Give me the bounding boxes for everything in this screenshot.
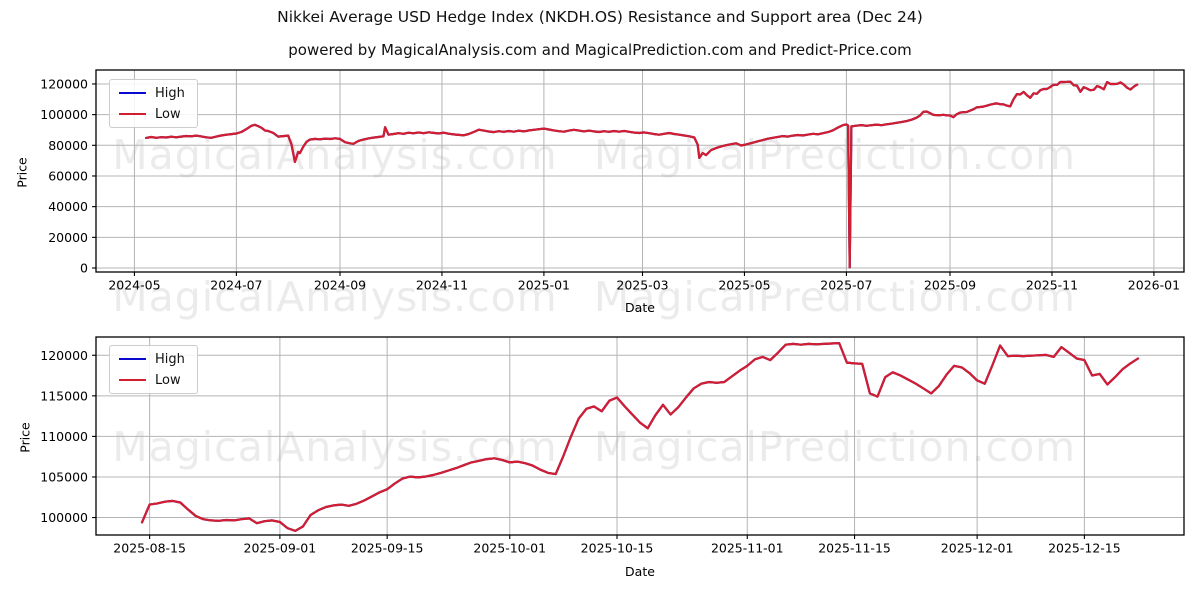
svg-text:20000: 20000: [48, 230, 88, 245]
low-line: [140, 342, 1140, 533]
low-line: [145, 80, 1139, 269]
svg-text:2025-11: 2025-11: [1026, 278, 1078, 293]
svg-text:40000: 40000: [48, 199, 88, 214]
legend-top-chart: High Low: [109, 79, 198, 128]
legend-item-low: Low: [119, 106, 185, 122]
svg-text:110000: 110000: [40, 429, 88, 444]
svg-text:2025-09-01: 2025-09-01: [244, 541, 317, 556]
x-axis-label-bottom-chart: Date: [625, 564, 655, 579]
svg-text:105000: 105000: [40, 469, 88, 484]
svg-text:100000: 100000: [40, 107, 88, 122]
svg-text:2025-09: 2025-09: [924, 278, 976, 293]
svg-text:2024-05: 2024-05: [108, 278, 160, 293]
chart-subtitle: powered by MagicalAnalysis.com and Magic…: [288, 41, 912, 59]
svg-text:2025-08-15: 2025-08-15: [113, 541, 186, 556]
y-axis-label-bottom-chart: Price: [17, 422, 33, 453]
svg-text:2025-10-01: 2025-10-01: [473, 541, 546, 556]
legend-item-high: High: [119, 85, 185, 101]
legend-bottom-chart: High Low: [109, 345, 198, 394]
svg-text:2025-09-15: 2025-09-15: [351, 541, 424, 556]
legend-label-high: High: [155, 351, 185, 367]
svg-text:2025-10-15: 2025-10-15: [581, 541, 654, 556]
svg-text:2026-01: 2026-01: [1128, 278, 1180, 293]
svg-text:0: 0: [80, 261, 88, 276]
svg-text:80000: 80000: [48, 138, 88, 153]
svg-text:2025-07: 2025-07: [820, 278, 872, 293]
svg-text:2025-12-01: 2025-12-01: [941, 541, 1014, 556]
high-line: [145, 80, 1139, 269]
legend-label-low: Low: [155, 372, 181, 388]
high-line: [140, 342, 1140, 533]
legend-label-high: High: [155, 85, 185, 101]
svg-text:2025-03: 2025-03: [616, 278, 668, 293]
low-line-swatch-icon: [119, 379, 146, 381]
bottom-chart: 2025-08-15 2025-09-01 2025-09-15 2025-10-01…: [40, 336, 1185, 556]
legend-item-low: Low: [119, 372, 185, 388]
svg-text:2025-05: 2025-05: [718, 278, 770, 293]
svg-text:2025-11-01: 2025-11-01: [711, 541, 784, 556]
svg-text:120000: 120000: [40, 348, 88, 363]
high-line-swatch-icon: [119, 358, 146, 360]
top-chart: 2024-05 2024-07 2024-09 2024-11 2025-01 2025-…: [40, 69, 1185, 293]
legend-label-low: Low: [155, 106, 181, 122]
svg-text:2024-11: 2024-11: [416, 278, 468, 293]
chart-title: Nikkei Average USD Hedge Index (NKDH.OS)…: [277, 8, 923, 26]
low-line-swatch-icon: [119, 113, 146, 115]
svg-text:2024-09: 2024-09: [314, 278, 366, 293]
y-axis-label-top-chart: Price: [14, 157, 30, 188]
legend-item-high: High: [119, 351, 185, 367]
svg-text:60000: 60000: [48, 168, 88, 183]
high-line-swatch-icon: [119, 92, 146, 94]
svg-text:2024-07: 2024-07: [210, 278, 262, 293]
svg-text:2025-01: 2025-01: [518, 278, 570, 293]
svg-text:100000: 100000: [40, 510, 88, 525]
svg-text:2025-12-15: 2025-12-15: [1048, 541, 1121, 556]
svg-text:120000: 120000: [40, 76, 88, 91]
x-axis-label-top-chart: Date: [625, 300, 655, 315]
svg-text:2025-11-15: 2025-11-15: [818, 541, 891, 556]
svg-text:115000: 115000: [40, 388, 88, 403]
